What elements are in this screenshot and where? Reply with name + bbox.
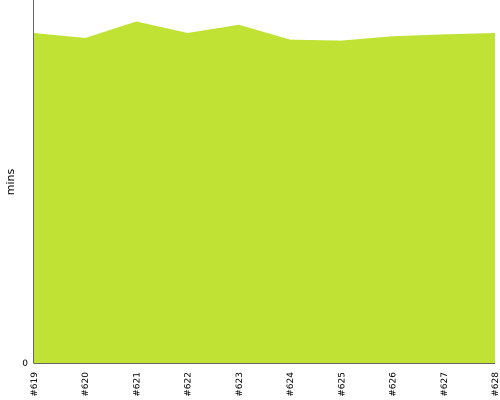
x-tick-label: #625 xyxy=(337,372,347,397)
y-tick-labels: 0 xyxy=(22,359,28,369)
x-tick-label: #620 xyxy=(81,372,91,397)
y-tick-label: 0 xyxy=(22,359,28,369)
x-tick-label: #624 xyxy=(286,372,296,397)
x-tick-label: #623 xyxy=(235,372,245,397)
area-series xyxy=(34,21,495,363)
axes xyxy=(33,0,495,364)
x-tick-label: #619 xyxy=(30,372,40,397)
x-tick-label: #622 xyxy=(184,372,194,397)
y-axis-label: mins xyxy=(4,168,17,195)
plot-area xyxy=(33,21,496,363)
x-tick-labels: #619 #620 #621 #622 #623 #624 #625 #626 #627 #628 xyxy=(30,372,500,397)
x-tick-label: #621 xyxy=(132,372,142,397)
x-tick-label: #626 xyxy=(389,372,399,397)
x-tick-label: #627 xyxy=(440,372,450,397)
x-tick-label: #628 xyxy=(491,372,500,397)
